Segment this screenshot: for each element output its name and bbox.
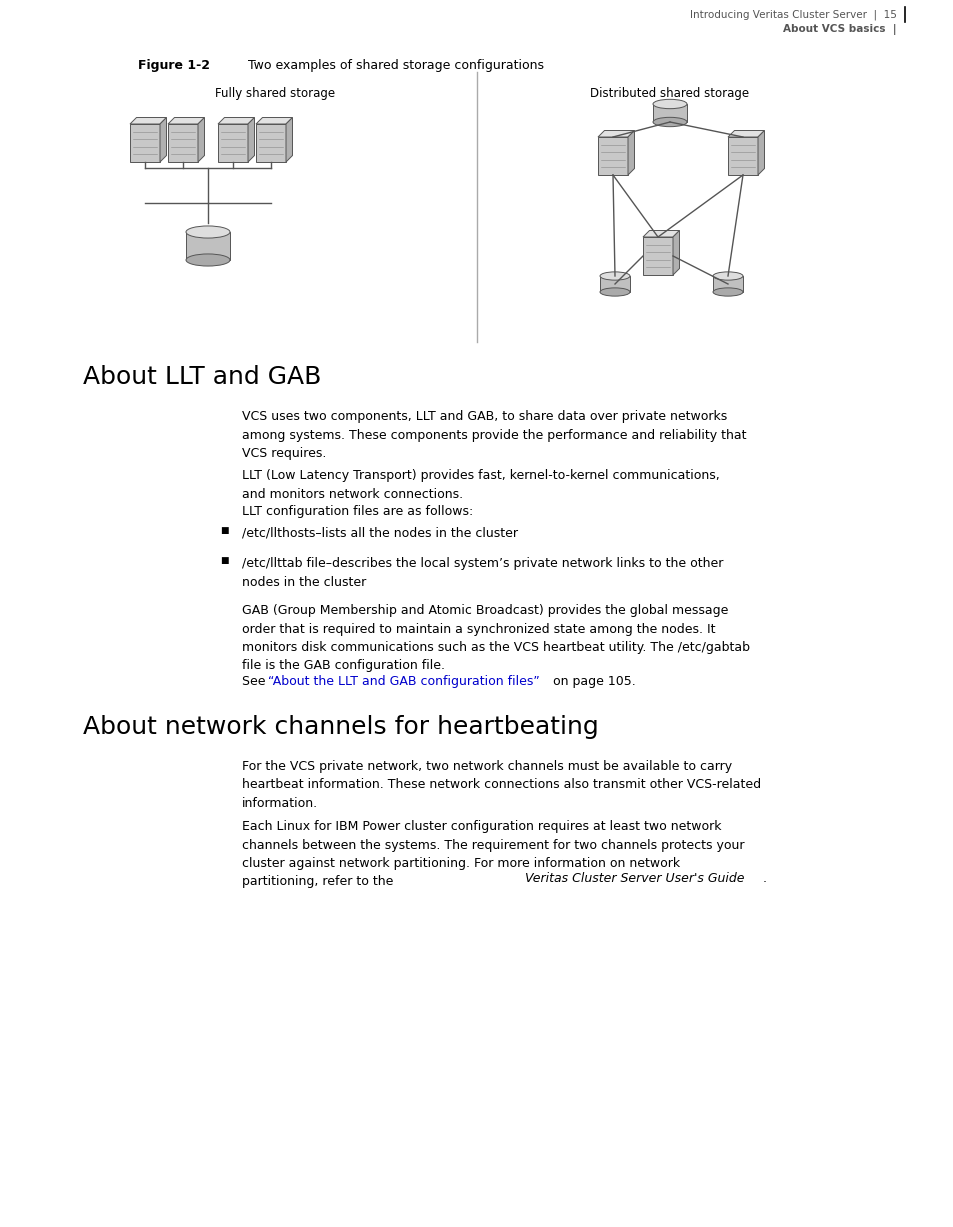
Polygon shape (218, 124, 248, 162)
Polygon shape (130, 118, 167, 124)
Text: Veritas Cluster Server User's Guide: Veritas Cluster Server User's Guide (524, 871, 743, 885)
Text: Introducing Veritas Cluster Server  |  15: Introducing Veritas Cluster Server | 15 (689, 9, 896, 20)
Polygon shape (168, 118, 204, 124)
Polygon shape (255, 118, 293, 124)
Polygon shape (642, 237, 672, 275)
Polygon shape (758, 130, 763, 175)
Text: See: See (242, 675, 269, 688)
Polygon shape (218, 118, 254, 124)
Polygon shape (598, 137, 627, 175)
Text: ■: ■ (220, 526, 229, 535)
Text: Each Linux for IBM Power cluster configuration requires at least two network
cha: Each Linux for IBM Power cluster configu… (242, 820, 743, 888)
Text: GAB (Group Membership and Atomic Broadcast) provides the global message
order th: GAB (Group Membership and Atomic Broadca… (242, 604, 749, 672)
Polygon shape (168, 124, 198, 162)
Text: About network channels for heartbeating: About network channels for heartbeating (83, 715, 598, 739)
Polygon shape (286, 118, 293, 162)
Polygon shape (198, 118, 204, 162)
Polygon shape (642, 231, 679, 237)
Ellipse shape (712, 288, 742, 296)
Ellipse shape (652, 99, 686, 109)
Text: ■: ■ (220, 556, 229, 564)
Bar (712, 276, 742, 292)
Polygon shape (672, 231, 679, 275)
Text: Figure 1-2: Figure 1-2 (138, 59, 210, 72)
Polygon shape (627, 130, 634, 175)
Ellipse shape (652, 118, 686, 126)
Text: on page 105.: on page 105. (549, 675, 636, 688)
Text: For the VCS private network, two network channels must be available to carry
hea: For the VCS private network, two network… (242, 760, 760, 810)
Ellipse shape (712, 272, 742, 280)
Polygon shape (160, 118, 167, 162)
Ellipse shape (186, 254, 230, 266)
Polygon shape (727, 137, 758, 175)
Text: “About the LLT and GAB configuration files”: “About the LLT and GAB configuration fil… (267, 675, 538, 688)
Text: Fully shared storage: Fully shared storage (214, 87, 335, 99)
Bar (652, 104, 686, 121)
Bar (186, 232, 230, 260)
Ellipse shape (599, 272, 629, 280)
Text: .: . (762, 871, 766, 885)
Ellipse shape (599, 288, 629, 296)
Text: LLT (Low Latency Transport) provides fast, kernel-to-kernel communications,
and : LLT (Low Latency Transport) provides fas… (242, 469, 719, 501)
Text: About LLT and GAB: About LLT and GAB (83, 364, 321, 389)
Ellipse shape (186, 226, 230, 238)
Polygon shape (727, 130, 763, 137)
Text: /etc/llthosts–lists all the nodes in the cluster: /etc/llthosts–lists all the nodes in the… (242, 528, 517, 540)
Text: Distributed shared storage: Distributed shared storage (590, 87, 749, 99)
Text: /etc/llttab file–describes the local system’s private network links to the other: /etc/llttab file–describes the local sys… (242, 557, 722, 589)
Text: LLT configuration files are as follows:: LLT configuration files are as follows: (242, 506, 473, 518)
Bar (599, 276, 629, 292)
Text: VCS uses two components, LLT and GAB, to share data over private networks
among : VCS uses two components, LLT and GAB, to… (242, 410, 745, 460)
Polygon shape (248, 118, 254, 162)
Polygon shape (255, 124, 286, 162)
Polygon shape (130, 124, 160, 162)
Polygon shape (598, 130, 634, 137)
Text: Two examples of shared storage configurations: Two examples of shared storage configura… (248, 59, 543, 72)
Text: About VCS basics  |: About VCS basics | (782, 25, 896, 36)
